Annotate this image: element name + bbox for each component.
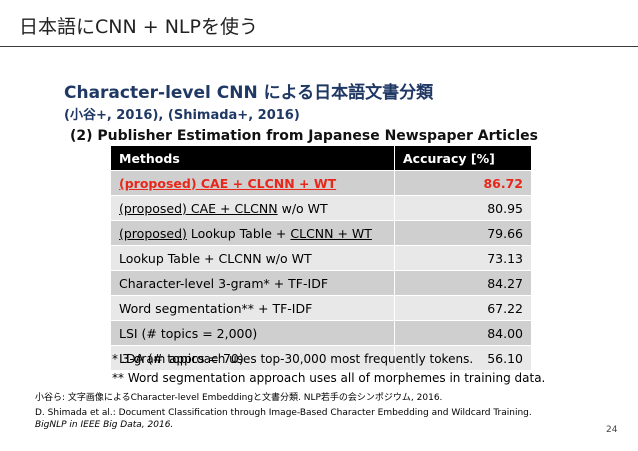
table-row: Character-level 3-gram* + TF-IDF 84.27: [110, 270, 532, 296]
method-cell: (proposed) CAE + CLCNN w/o WT: [110, 195, 395, 221]
header-accuracy: Accuracy [%]: [394, 145, 532, 171]
method-cell: Lookup Table + CLCNN w/o WT: [110, 245, 395, 271]
slide-title: 日本語にCNN + NLPを使う: [19, 16, 258, 38]
page-number: 24: [606, 425, 618, 435]
table-row: LSI (# topics = 2,000) 84.00: [110, 320, 532, 346]
table-row: (proposed) CAE + CLCNN + WT 86.72: [110, 170, 532, 196]
reference-shimada-venue: BigNLP in IEEE Big Data, 2016.: [35, 420, 174, 430]
accuracy-cell: 67.22: [394, 295, 532, 321]
authors-citation: (小谷+, 2016), (Shimada+, 2016): [64, 108, 300, 123]
method-mid: Lookup Table +: [186, 225, 291, 241]
method-prefix: (proposed): [119, 225, 187, 241]
section-heading: Character-level CNN による日本語文書分類: [64, 83, 434, 103]
table-header-row: Methods Accuracy [%]: [110, 145, 532, 171]
method-cell: (proposed) Lookup Table + CLCNN + WT: [110, 220, 395, 246]
table-row: Word segmentation** + TF-IDF 67.22: [110, 295, 532, 321]
title-divider: [0, 46, 638, 47]
method-cell: (proposed) CAE + CLCNN + WT: [110, 170, 395, 196]
reference-kotani: 小谷ら: 文字画像によるCharacter-level Embeddingと文書…: [35, 393, 443, 403]
method-cell: Word segmentation** + TF-IDF: [110, 295, 395, 321]
reference-shimada: D. Shimada et al.: Document Classificati…: [35, 408, 532, 418]
method-name: (proposed) CAE + CLCNN + WT: [119, 175, 337, 191]
method-suffix: CLCNN + WT: [290, 225, 372, 241]
accuracy-cell: 56.10: [394, 345, 532, 371]
method-cell: LSI (# topics = 2,000): [110, 320, 395, 346]
method-cell: LDA (# topics = 70): [110, 345, 395, 371]
method-name: (proposed) CAE + CLCNN: [119, 200, 278, 216]
results-table: Methods Accuracy [%] (proposed) CAE + CL…: [110, 145, 532, 371]
footnote-word-segmentation: ** Word segmentation approach uses all o…: [112, 371, 546, 385]
method-cell: Character-level 3-gram* + TF-IDF: [110, 270, 395, 296]
footnote-3gram: * 3-gram approach uses top-30,000 most f…: [112, 352, 474, 366]
table-row: LDA (# topics = 70) 56.10: [110, 345, 532, 371]
accuracy-cell: 86.72: [394, 170, 532, 196]
accuracy-cell: 80.95: [394, 195, 532, 221]
accuracy-cell: 73.13: [394, 245, 532, 271]
table-row: (proposed) Lookup Table + CLCNN + WT 79.…: [110, 220, 532, 246]
accuracy-cell: 84.27: [394, 270, 532, 296]
method-name-rest: w/o WT: [277, 200, 328, 216]
table-row: (proposed) CAE + CLCNN w/o WT 80.95: [110, 195, 532, 221]
header-methods: Methods: [110, 145, 395, 171]
subheading: (2) Publisher Estimation from Japanese N…: [70, 128, 538, 144]
table-row: Lookup Table + CLCNN w/o WT 73.13: [110, 245, 532, 271]
accuracy-cell: 79.66: [394, 220, 532, 246]
accuracy-cell: 84.00: [394, 320, 532, 346]
